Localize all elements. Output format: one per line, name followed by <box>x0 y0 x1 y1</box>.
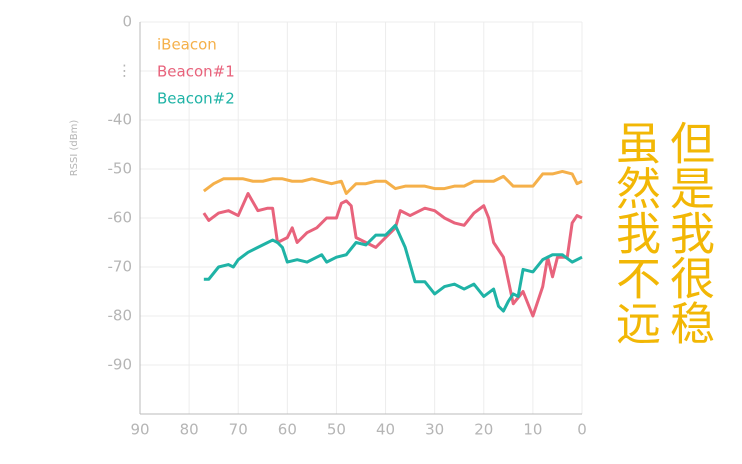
x-tick-label: 40 <box>376 421 395 439</box>
y-tick-label: -90 <box>108 356 133 374</box>
line <box>203 223 583 313</box>
legend-label: Beacon#1 <box>157 63 235 81</box>
x-tick-label: 70 <box>229 421 248 439</box>
y-tick-label: -50 <box>108 160 133 178</box>
x-tick-label: 90 <box>130 421 149 439</box>
y-tick-label: 0 <box>122 13 132 31</box>
x-tick-label: 60 <box>278 421 297 439</box>
x-tick-label: 30 <box>425 421 444 439</box>
legend-label: Beacon#2 <box>157 90 235 108</box>
y-tick-label: -60 <box>108 209 133 227</box>
x-tick-label: 0 <box>577 421 587 439</box>
legend-label: iBeacon <box>157 36 217 54</box>
x-tick-label: 20 <box>474 421 493 439</box>
y-tick-label: -70 <box>108 258 133 276</box>
line <box>202 169 583 195</box>
y-tick-label: -80 <box>108 307 133 325</box>
annotation: 虽然我不远 <box>608 120 661 345</box>
x-tick-label: 10 <box>523 421 542 439</box>
x-tick-label: 50 <box>327 421 346 439</box>
annotation: 但是我很稳 <box>662 120 715 345</box>
y-axis-label: RSSI (dBm) <box>69 120 80 177</box>
line <box>202 192 583 318</box>
y-tick-label: -40 <box>108 111 133 129</box>
y-tick-label: ⋮ <box>117 62 132 80</box>
x-tick-label: 80 <box>180 421 199 439</box>
